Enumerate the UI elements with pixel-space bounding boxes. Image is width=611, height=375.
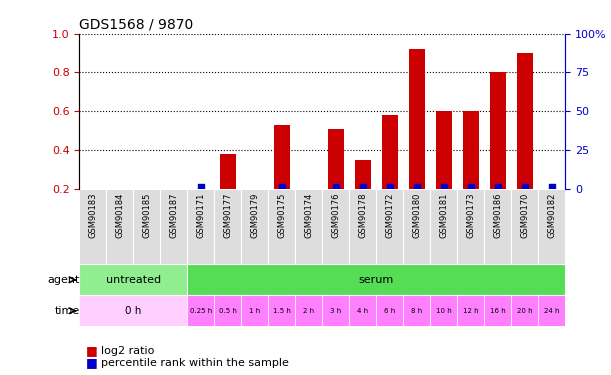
Text: 16 h: 16 h <box>490 308 505 314</box>
Text: 2 h: 2 h <box>303 308 315 314</box>
Bar <box>188 189 214 264</box>
Bar <box>79 189 106 264</box>
Bar <box>295 189 323 264</box>
Bar <box>295 295 323 326</box>
Point <box>520 184 530 190</box>
Text: GSM90184: GSM90184 <box>115 192 125 238</box>
Text: GSM90185: GSM90185 <box>142 192 152 238</box>
Bar <box>274 125 290 189</box>
Point <box>358 184 368 190</box>
Bar <box>403 295 430 326</box>
Bar <box>106 189 133 264</box>
Text: ■: ■ <box>86 344 101 357</box>
Text: 3 h: 3 h <box>330 308 342 314</box>
Text: untreated: untreated <box>106 275 161 285</box>
Text: 6 h: 6 h <box>384 308 395 314</box>
Text: time: time <box>54 306 79 316</box>
Text: 0.25 h: 0.25 h <box>190 308 212 314</box>
Text: GSM90173: GSM90173 <box>466 192 475 238</box>
Bar <box>538 295 565 326</box>
Text: 1 h: 1 h <box>249 308 260 314</box>
Bar <box>349 189 376 264</box>
Text: GSM90181: GSM90181 <box>439 192 448 238</box>
Text: log2 ratio: log2 ratio <box>101 346 154 356</box>
Text: GSM90175: GSM90175 <box>277 192 287 238</box>
Bar <box>382 115 398 189</box>
Bar <box>457 295 485 326</box>
Text: GSM90182: GSM90182 <box>547 192 556 238</box>
Bar <box>485 189 511 264</box>
Bar <box>517 53 533 189</box>
Text: GSM90176: GSM90176 <box>331 192 340 238</box>
Bar <box>188 295 214 326</box>
Text: GSM90180: GSM90180 <box>412 192 421 238</box>
Text: 24 h: 24 h <box>544 308 560 314</box>
Bar <box>79 264 188 295</box>
Bar <box>161 189 188 264</box>
Text: GSM90186: GSM90186 <box>493 192 502 238</box>
Bar <box>268 189 295 264</box>
Point <box>466 184 475 190</box>
Text: percentile rank within the sample: percentile rank within the sample <box>101 358 288 368</box>
Bar <box>323 295 349 326</box>
Text: GSM90187: GSM90187 <box>169 192 178 238</box>
Bar <box>79 295 188 326</box>
Text: GSM90170: GSM90170 <box>520 192 529 238</box>
Text: ■: ■ <box>86 356 101 369</box>
Bar <box>409 49 425 189</box>
Point <box>385 184 395 190</box>
Point <box>277 184 287 190</box>
Bar <box>376 189 403 264</box>
Bar <box>355 160 371 189</box>
Bar <box>376 295 403 326</box>
Text: 8 h: 8 h <box>411 308 422 314</box>
Text: 1.5 h: 1.5 h <box>273 308 291 314</box>
Bar <box>436 111 452 189</box>
Bar <box>463 111 479 189</box>
Bar <box>214 295 241 326</box>
Bar <box>430 295 457 326</box>
Bar <box>268 295 295 326</box>
Bar <box>133 189 161 264</box>
Bar <box>220 154 236 189</box>
Point <box>331 184 341 190</box>
Text: GSM90183: GSM90183 <box>89 192 97 238</box>
Bar <box>323 189 349 264</box>
Text: GSM90172: GSM90172 <box>386 192 394 238</box>
Point <box>547 184 557 190</box>
Bar <box>241 189 268 264</box>
Point <box>493 184 503 190</box>
Bar <box>327 129 344 189</box>
Bar <box>511 295 538 326</box>
Bar <box>214 189 241 264</box>
Text: agent: agent <box>47 275 79 285</box>
Text: GSM90177: GSM90177 <box>224 192 232 238</box>
Point <box>196 184 206 190</box>
Bar <box>188 264 565 295</box>
Text: GSM90178: GSM90178 <box>358 192 367 238</box>
Bar <box>489 72 506 189</box>
Text: 0.5 h: 0.5 h <box>219 308 237 314</box>
Text: 20 h: 20 h <box>517 308 533 314</box>
Text: 0 h: 0 h <box>125 306 142 316</box>
Text: GSM90171: GSM90171 <box>196 192 205 238</box>
Text: 12 h: 12 h <box>463 308 478 314</box>
Bar <box>430 189 457 264</box>
Bar <box>538 189 565 264</box>
Bar <box>349 295 376 326</box>
Bar <box>485 295 511 326</box>
Point <box>439 184 448 190</box>
Bar <box>403 189 430 264</box>
Text: serum: serum <box>359 275 394 285</box>
Bar <box>457 189 485 264</box>
Text: GSM90174: GSM90174 <box>304 192 313 238</box>
Text: GDS1568 / 9870: GDS1568 / 9870 <box>79 17 194 31</box>
Point <box>412 184 422 190</box>
Text: 4 h: 4 h <box>357 308 368 314</box>
Text: 10 h: 10 h <box>436 308 452 314</box>
Bar <box>511 189 538 264</box>
Text: GSM90179: GSM90179 <box>251 192 259 238</box>
Bar <box>241 295 268 326</box>
